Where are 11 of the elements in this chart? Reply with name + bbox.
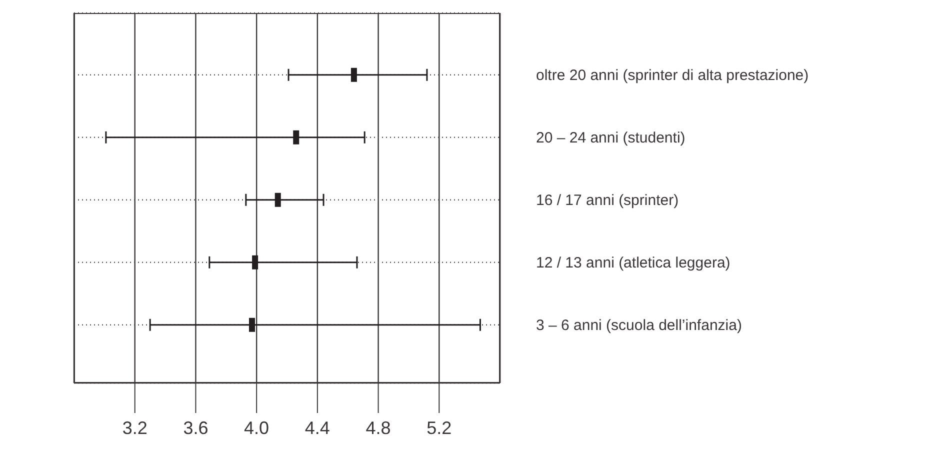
y-tick-label: 3 – 6 anni (scuola dell’infanzia) [536,317,742,334]
x-tick-label: 5.2 [426,418,452,438]
y-tick-label: 16 / 17 anni (sprinter) [536,192,679,210]
x-tick-label: 4.0 [244,418,270,438]
y-tick-label: 12 / 13 anni (atletica leggera) [536,254,730,272]
x-tick-label: 4.4 [304,418,330,438]
x-tick-label: 4.8 [366,418,391,438]
x-tick-label: 3.6 [183,418,208,438]
y-tick-label: 20 – 24 anni (studenti) [536,130,686,147]
x-tick-label: 3.2 [122,418,148,438]
y-tick-label: oltre 20 anni (sprinter di alta prestazione) [536,67,809,84]
